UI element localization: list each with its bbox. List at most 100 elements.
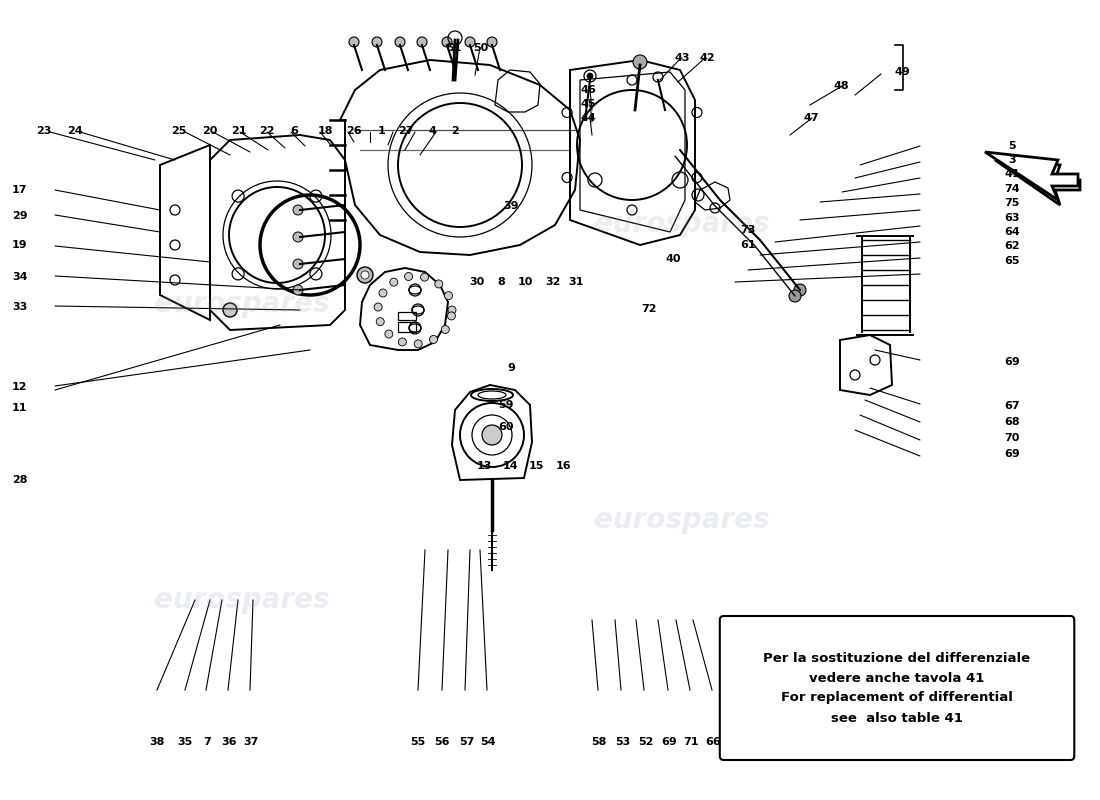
Circle shape — [310, 268, 322, 280]
Text: 16: 16 — [556, 461, 571, 470]
Text: 46: 46 — [581, 85, 596, 94]
Text: 63: 63 — [1004, 213, 1020, 222]
Text: 70: 70 — [1004, 434, 1020, 443]
Circle shape — [293, 259, 303, 269]
Text: 10: 10 — [518, 277, 534, 286]
Circle shape — [482, 425, 502, 445]
Circle shape — [444, 292, 452, 300]
Circle shape — [442, 37, 452, 47]
Text: eurospares: eurospares — [154, 290, 330, 318]
Text: 51: 51 — [447, 43, 462, 53]
Text: 3: 3 — [1009, 155, 1015, 165]
Circle shape — [361, 271, 368, 279]
Text: 52: 52 — [638, 738, 653, 747]
Text: 4: 4 — [428, 126, 437, 136]
Text: 19: 19 — [12, 240, 28, 250]
Circle shape — [293, 232, 303, 242]
Text: 39: 39 — [504, 202, 519, 211]
Circle shape — [448, 306, 456, 314]
Circle shape — [349, 37, 359, 47]
Bar — [398, 312, 416, 320]
Text: 12: 12 — [12, 382, 28, 392]
Text: 73: 73 — [740, 226, 756, 235]
FancyBboxPatch shape — [719, 616, 1075, 760]
Text: 69: 69 — [1004, 450, 1020, 459]
Circle shape — [293, 285, 303, 295]
Circle shape — [420, 273, 429, 281]
Text: 41: 41 — [1004, 170, 1020, 179]
Text: 71: 71 — [683, 738, 698, 747]
Bar — [398, 322, 416, 332]
Circle shape — [789, 290, 801, 302]
Text: 55: 55 — [410, 738, 426, 747]
Text: 1: 1 — [377, 126, 386, 136]
Circle shape — [448, 312, 455, 320]
Circle shape — [587, 73, 593, 79]
Text: 36: 36 — [221, 738, 236, 747]
Text: 62: 62 — [1004, 242, 1020, 251]
Polygon shape — [996, 160, 1080, 205]
Text: 30: 30 — [470, 277, 485, 286]
Text: 27: 27 — [398, 126, 414, 136]
Text: 72: 72 — [641, 304, 657, 314]
Text: 57: 57 — [459, 738, 474, 747]
Circle shape — [379, 289, 387, 297]
Text: 61: 61 — [740, 240, 756, 250]
Circle shape — [223, 303, 236, 317]
Circle shape — [441, 326, 449, 334]
Text: 5: 5 — [1009, 141, 1015, 150]
Text: 25: 25 — [172, 126, 187, 136]
Text: 17: 17 — [12, 186, 28, 195]
Circle shape — [417, 37, 427, 47]
Text: 47: 47 — [804, 114, 820, 123]
Text: eurospares: eurospares — [594, 210, 770, 238]
Circle shape — [374, 303, 382, 311]
Circle shape — [376, 318, 384, 326]
Text: 26: 26 — [346, 126, 362, 136]
Text: 35: 35 — [177, 738, 192, 747]
Text: 69: 69 — [661, 738, 676, 747]
Text: 8: 8 — [497, 277, 506, 286]
Text: 68: 68 — [1004, 418, 1020, 427]
Circle shape — [487, 37, 497, 47]
Text: 60: 60 — [498, 422, 514, 432]
Text: 64: 64 — [1004, 227, 1020, 237]
Text: 24: 24 — [67, 126, 82, 136]
Circle shape — [358, 267, 373, 283]
Circle shape — [398, 338, 406, 346]
Text: eurospares: eurospares — [594, 506, 770, 534]
Text: 69: 69 — [1004, 357, 1020, 366]
Text: 65: 65 — [1004, 256, 1020, 266]
Circle shape — [232, 268, 244, 280]
Text: 6: 6 — [289, 126, 298, 136]
Text: 75: 75 — [1004, 198, 1020, 208]
Text: 38: 38 — [150, 738, 165, 747]
Text: 53: 53 — [615, 738, 630, 747]
Polygon shape — [984, 152, 1078, 200]
Circle shape — [232, 190, 244, 202]
Circle shape — [385, 330, 393, 338]
Text: 49: 49 — [894, 67, 910, 77]
Text: 13: 13 — [476, 461, 492, 470]
Text: 18: 18 — [318, 126, 333, 136]
Text: 21: 21 — [231, 126, 246, 136]
Text: 2: 2 — [451, 126, 460, 136]
Text: 22: 22 — [260, 126, 275, 136]
Circle shape — [429, 335, 438, 343]
Circle shape — [434, 280, 443, 288]
Text: 9: 9 — [507, 363, 516, 373]
Text: 7: 7 — [202, 738, 211, 747]
Text: 44: 44 — [581, 114, 596, 123]
Text: 67: 67 — [1004, 402, 1020, 411]
Text: 59: 59 — [498, 400, 514, 410]
Text: 14: 14 — [503, 461, 518, 470]
Text: 37: 37 — [243, 738, 258, 747]
Text: 28: 28 — [12, 475, 28, 485]
Circle shape — [794, 284, 806, 296]
Circle shape — [372, 37, 382, 47]
Text: 32: 32 — [546, 277, 561, 286]
Text: 74: 74 — [1004, 184, 1020, 194]
Text: 23: 23 — [36, 126, 52, 136]
Text: 50: 50 — [473, 43, 488, 53]
Text: 20: 20 — [202, 126, 218, 136]
